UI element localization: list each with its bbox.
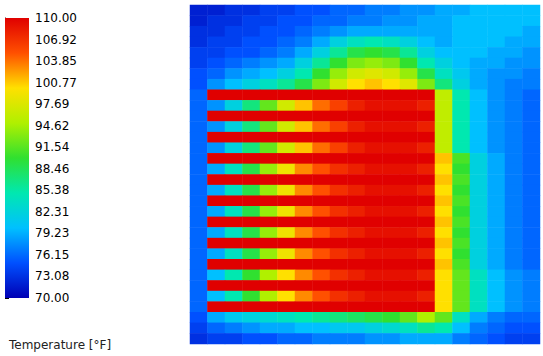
svg-text:91.54: 91.54 — [35, 140, 69, 154]
svg-text:94.62: 94.62 — [35, 119, 69, 133]
svg-text:70.00: 70.00 — [35, 291, 69, 305]
svg-text:79.23: 79.23 — [35, 226, 69, 240]
svg-text:82.31: 82.31 — [35, 205, 69, 219]
svg-text:76.15: 76.15 — [35, 248, 69, 262]
svg-text:97.69: 97.69 — [35, 97, 69, 111]
svg-text:73.08: 73.08 — [35, 269, 69, 283]
svg-text:100.77: 100.77 — [35, 76, 77, 90]
svg-text:103.85: 103.85 — [35, 54, 77, 68]
svg-text:106.92: 106.92 — [35, 33, 77, 47]
svg-text:110.00: 110.00 — [35, 11, 77, 25]
svg-text:85.38: 85.38 — [35, 183, 69, 197]
svg-text:Temperature [°F]: Temperature [°F] — [8, 338, 111, 352]
svg-text:88.46: 88.46 — [35, 162, 69, 176]
